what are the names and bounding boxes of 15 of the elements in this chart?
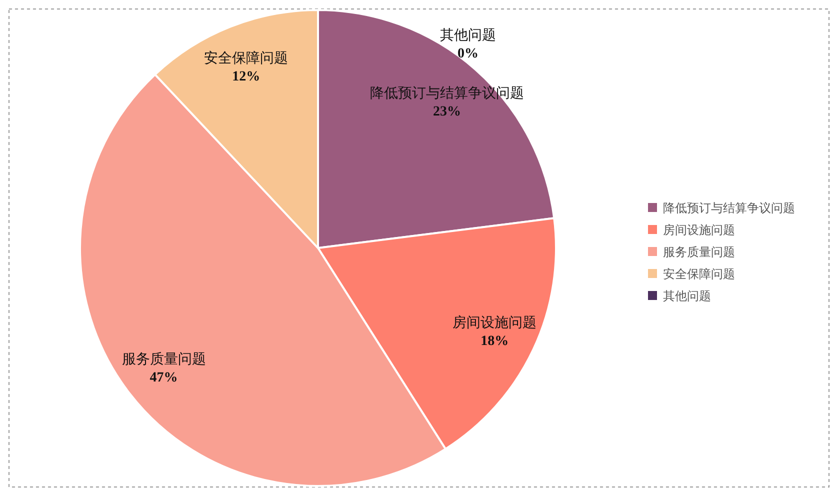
legend-label: 安全保障问题 (663, 267, 735, 281)
text: 0% (458, 46, 478, 62)
slice-label: 服务质量问题 (122, 352, 206, 368)
data-label: 18% (480, 334, 509, 350)
slice-label: 降低预订与结算争议问题 (370, 86, 524, 102)
legend-label: 房间设施问题 (663, 223, 735, 237)
slice-label: 房间设施问题 (452, 315, 537, 332)
legend-label: 其他问题 (663, 289, 711, 303)
data-label: 23% (433, 104, 462, 120)
category-label: 其他问题 (440, 28, 496, 44)
slice-label: 安全保障问题 (204, 50, 288, 67)
legend-label: 降低预订与结算争议问题 (663, 201, 795, 215)
data-label: 12% (232, 70, 260, 85)
legend-label: 服务质量问题 (663, 245, 735, 259)
data-label: 47% (150, 370, 178, 386)
